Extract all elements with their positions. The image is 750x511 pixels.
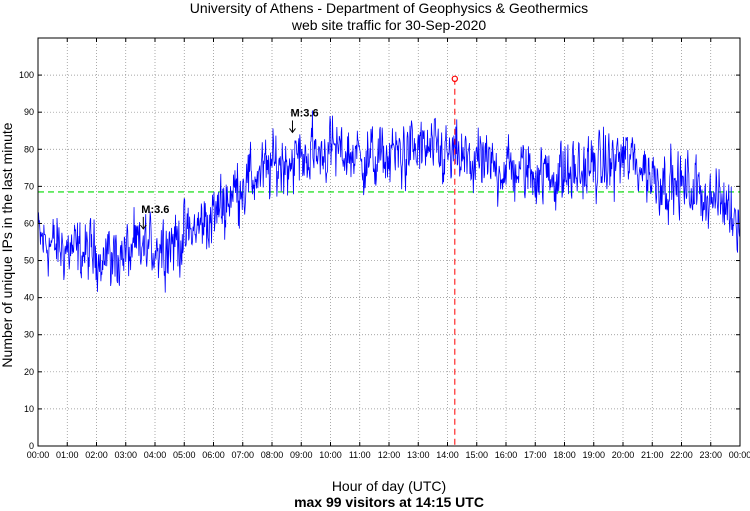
- x-tick-label: 12:00: [378, 450, 401, 460]
- y-axis-ticks: 0 10 20 30 40 50 60 70 80 90 100: [19, 70, 740, 451]
- x-tick-label: 19:00: [582, 450, 605, 460]
- x-tick-label: 22:00: [670, 450, 693, 460]
- x-tick-label: 04:00: [144, 450, 167, 460]
- x-tick-label: 07:00: [231, 450, 254, 460]
- x-tick-label: 11:00: [349, 450, 371, 460]
- x-tick-label: 00:00: [729, 450, 750, 460]
- y-tick-label: 60: [24, 218, 34, 228]
- x-axis-ticks: 00:00 01:00 02:00 03:00 04:00 05:00 06:00 07:00…: [27, 38, 750, 460]
- y-tick-label: 50: [24, 256, 34, 266]
- x-tick-label: 23:00: [699, 450, 722, 460]
- x-tick-label: 16:00: [495, 450, 518, 460]
- marker-layer: [451, 75, 459, 446]
- y-axis-label: Number of unique IPs in the last minute: [0, 122, 15, 367]
- annotation-label: M:3.6: [290, 107, 318, 119]
- y-tick-label: 0: [29, 441, 34, 451]
- y-tick-label: 40: [24, 293, 34, 303]
- x-tick-label: 06:00: [202, 450, 225, 460]
- x-axis-label: Hour of day (UTC): [332, 478, 446, 494]
- annotations: M:3.6 M:3.6: [139, 107, 319, 230]
- series-layer: [37, 110, 741, 293]
- annotation-arrowhead: [139, 224, 147, 230]
- series-line: [37, 110, 741, 293]
- max-visitors-note: max 99 visitors at 14:15 UTC: [294, 494, 484, 510]
- x-tick-label: 17:00: [524, 450, 547, 460]
- x-tick-label: 20:00: [612, 450, 635, 460]
- annotation-label: M:3.6: [141, 204, 169, 216]
- x-tick-label: 09:00: [290, 450, 313, 460]
- y-tick-label: 10: [24, 404, 34, 414]
- max-marker-point: [451, 75, 459, 83]
- x-tick-label: 02:00: [85, 450, 108, 460]
- x-tick-label: 13:00: [407, 450, 430, 460]
- y-tick-label: 90: [24, 107, 34, 117]
- x-tick-label: 15:00: [465, 450, 488, 460]
- y-tick-label: 20: [24, 367, 34, 377]
- x-tick-label: 14:00: [436, 450, 459, 460]
- y-tick-label: 30: [24, 330, 34, 340]
- x-tick-label: 10:00: [319, 450, 342, 460]
- y-tick-label: 80: [24, 144, 34, 154]
- x-tick-label: 00:00: [27, 450, 50, 460]
- y-tick-label: 70: [24, 181, 34, 191]
- y-tick-label: 100: [19, 70, 34, 80]
- x-tick-label: 03:00: [114, 450, 137, 460]
- x-tick-label: 01:00: [56, 450, 79, 460]
- chart-title-line1: University of Athens - Department of Geo…: [190, 0, 588, 16]
- x-tick-label: 05:00: [173, 450, 196, 460]
- annotation-arrowhead: [289, 128, 296, 134]
- x-tick-label: 21:00: [641, 450, 664, 460]
- x-tick-label: 08:00: [261, 450, 284, 460]
- chart-title-line2: web site traffic for 30-Sep-2020: [291, 17, 487, 33]
- x-tick-label: 18:00: [553, 450, 576, 460]
